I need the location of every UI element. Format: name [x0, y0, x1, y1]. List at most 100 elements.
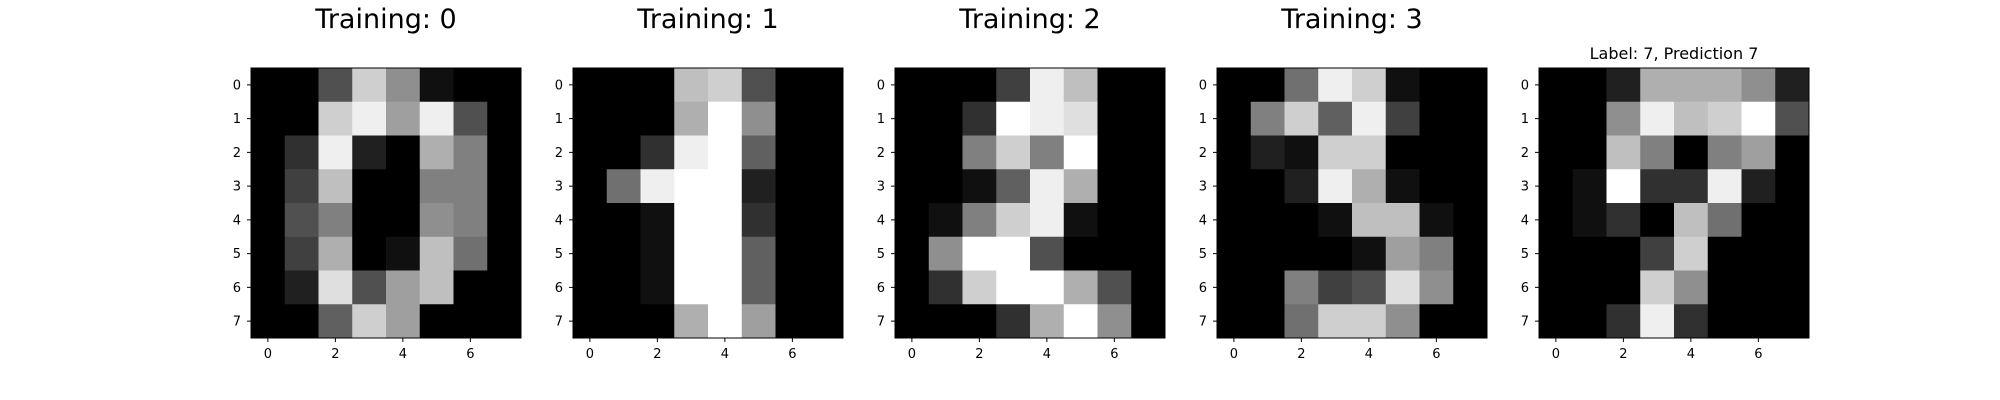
- pixel-cell: [1419, 169, 1454, 204]
- pixel-cell: [419, 169, 454, 204]
- pixel-cell: [708, 270, 743, 305]
- pixel-cell: [962, 169, 997, 204]
- x-tick-label: 4: [1365, 347, 1373, 362]
- pixel-cell: [1063, 68, 1098, 103]
- pixel-cell: [708, 68, 743, 103]
- pixel-cell: [1063, 101, 1098, 136]
- pixel-cell: [1606, 270, 1641, 305]
- pixel-cell: [1385, 236, 1420, 271]
- pixel-cell: [1097, 270, 1132, 305]
- x-axis: 0 2 4 6: [586, 338, 797, 362]
- pixel-cell: [1352, 270, 1387, 305]
- pixel-cell: [1707, 304, 1742, 339]
- pixel-cell: [1707, 135, 1742, 170]
- pixel-cell: [1674, 270, 1709, 305]
- pixel-cell: [1063, 304, 1098, 339]
- pixel-cell: [741, 169, 776, 204]
- y-tick-label: 0: [877, 78, 885, 93]
- pixel-cell: [606, 101, 641, 136]
- x-tick-label: 0: [1552, 347, 1560, 362]
- pixel-cell: [251, 68, 286, 103]
- pixel-cell: [1707, 236, 1742, 271]
- pixel-cell: [895, 68, 930, 103]
- pixel-cell: [1217, 236, 1252, 271]
- x-axis: 0 2 4 6: [908, 338, 1119, 362]
- panel-2: Training: 2 0 2 4 6 0 1 2 3 4 5 6 7: [877, 4, 1166, 362]
- pixel-cell: [928, 101, 963, 136]
- pixel-cell: [1131, 169, 1166, 204]
- pixel-cell: [895, 270, 930, 305]
- pixel-cell: [1284, 68, 1319, 103]
- pixel-cell: [1539, 101, 1574, 136]
- pixel-cell: [419, 236, 454, 271]
- pixel-cell: [1419, 203, 1454, 238]
- y-tick-label: 0: [233, 78, 241, 93]
- pixel-cell: [962, 236, 997, 271]
- pixel-cell: [1606, 135, 1641, 170]
- x-axis: 0 2 4 6: [1552, 338, 1763, 362]
- pixel-cell: [640, 169, 675, 204]
- y-tick-label: 6: [1521, 281, 1529, 296]
- pixel-cell: [1250, 101, 1285, 136]
- pixel-cell: [895, 304, 930, 339]
- pixel-cell: [1775, 169, 1810, 204]
- pixel-cell: [573, 135, 608, 170]
- y-tick-label: 5: [877, 247, 885, 262]
- pixel-cell: [284, 304, 319, 339]
- y-tick-label: 2: [877, 146, 885, 161]
- pixel-cell: [1741, 236, 1776, 271]
- pixel-cell: [775, 270, 810, 305]
- y-tick-label: 7: [555, 315, 563, 330]
- pixel-cell: [453, 236, 488, 271]
- pixel-cell: [318, 304, 353, 339]
- pixel-cell: [996, 304, 1031, 339]
- pixel-cell: [895, 101, 930, 136]
- pixel-cell: [318, 101, 353, 136]
- pixel-cell: [1707, 169, 1742, 204]
- panel-title: Training: 3: [1280, 4, 1422, 35]
- pixel-cell: [775, 236, 810, 271]
- pixel-cell: [996, 68, 1031, 103]
- pixel-cell: [674, 68, 709, 103]
- pixel-cell: [1250, 68, 1285, 103]
- pixel-cell: [895, 135, 930, 170]
- pixel-cell: [674, 169, 709, 204]
- pixel-cell: [573, 68, 608, 103]
- pixel-cell: [573, 101, 608, 136]
- pixel-cell: [352, 203, 387, 238]
- pixel-cell: [1318, 68, 1353, 103]
- pixel-cell: [1741, 304, 1776, 339]
- pixel-cell: [1775, 236, 1810, 271]
- pixel-cell: [1030, 304, 1065, 339]
- pixel-cell: [962, 101, 997, 136]
- pixel-cell: [487, 304, 522, 339]
- pixel-cell: [352, 236, 387, 271]
- pixel-cell: [1606, 304, 1641, 339]
- pixel-cell: [1097, 101, 1132, 136]
- pixel-cell: [928, 304, 963, 339]
- pixel-cell: [1217, 169, 1252, 204]
- pixel-cell: [1284, 203, 1319, 238]
- pixel-cell: [284, 68, 319, 103]
- pixel-cell: [419, 135, 454, 170]
- pixel-cell: [1674, 203, 1709, 238]
- panel-4: Label: 7, Prediction 7 0 2 4 6 0 1 2 3 4 5 6 7: [1521, 44, 1810, 362]
- pixel-cell: [318, 270, 353, 305]
- pixel-cell: [1419, 101, 1454, 136]
- pixel-cell: [251, 135, 286, 170]
- pixel-cell: [1707, 68, 1742, 103]
- pixel-cell: [352, 270, 387, 305]
- pixel-cell: [352, 304, 387, 339]
- y-tick-label: 6: [555, 281, 563, 296]
- pixel-cell: [573, 304, 608, 339]
- pixel-cell: [1640, 135, 1675, 170]
- pixel-cell: [775, 304, 810, 339]
- pixel-cell: [895, 203, 930, 238]
- pixel-cell: [352, 101, 387, 136]
- pixel-cell: [1250, 203, 1285, 238]
- pixel-cell: [1741, 270, 1776, 305]
- pixel-cell: [741, 68, 776, 103]
- pixel-cell: [1775, 304, 1810, 339]
- pixel-cell: [1385, 135, 1420, 170]
- pixel-cell: [1674, 304, 1709, 339]
